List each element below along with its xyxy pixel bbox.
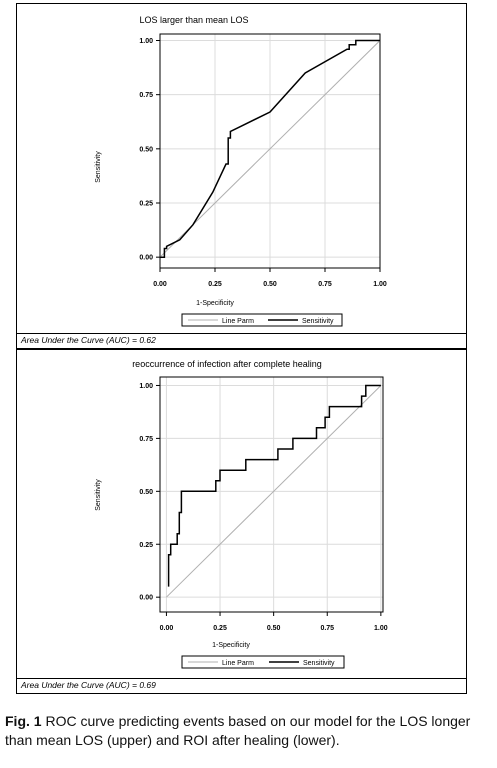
plot-area-frame xyxy=(159,376,384,613)
x-tick-label: 0.00 xyxy=(160,625,174,632)
chart-title: LOS larger than mean LOS xyxy=(139,15,248,25)
y-axis-label: Sensitivity xyxy=(95,151,102,183)
x-tick-label: 0.50 xyxy=(267,625,281,632)
y-tick-label: 0.75 xyxy=(139,92,153,99)
y-tick-label: 0.25 xyxy=(139,201,153,208)
y-tick-label: 0.50 xyxy=(139,146,153,153)
roc-curve-line xyxy=(160,39,380,258)
x-axis-label: 1-Specificity xyxy=(212,642,250,649)
chart-title: reoccurrence of infection after complete… xyxy=(132,359,322,369)
figure-caption-label: Fig. 1 xyxy=(5,713,42,729)
figure-caption-text: ROC curve predicting events based on our… xyxy=(5,713,471,748)
roc-curve-line xyxy=(167,384,381,587)
x-tick-label: 0.25 xyxy=(213,625,227,632)
reference-line xyxy=(160,40,380,258)
x-tick-label: 0.25 xyxy=(208,281,222,288)
y-tick-label: 1.00 xyxy=(139,383,153,390)
x-tick-label: 0.75 xyxy=(318,281,332,288)
legend-label: Sensitivity xyxy=(303,660,335,667)
roc-chart-los: LOS larger than mean LOS 0.00 0.00 0.25 0.25… xyxy=(95,15,387,327)
y-tick-label: 0.75 xyxy=(139,436,153,443)
y-tick-label: 0.50 xyxy=(139,489,153,496)
x-tick-label: 1.00 xyxy=(373,281,387,288)
legend-label: Sensitivity xyxy=(302,318,334,325)
auc-label-reinfection: Area Under the Curve (AUC) = 0.69 xyxy=(17,678,466,692)
roc-panel-los: LOS larger than mean LOS 0.00 0.00 0.25 0.25… xyxy=(16,3,467,349)
x-tick-label: 0.75 xyxy=(320,625,334,632)
roc-chart-reinfection: reoccurrence of infection after complete… xyxy=(95,359,388,669)
y-axis-label: Sensitivity xyxy=(95,479,102,511)
roc-panel-reinfection: reoccurrence of infection after complete… xyxy=(16,349,467,694)
legend-label: Line Parm xyxy=(222,318,254,325)
figure-caption: Fig. 1 ROC curve predicting events based… xyxy=(5,712,493,750)
y-tick-label: 0.25 xyxy=(139,542,153,549)
legend-box xyxy=(181,313,343,327)
x-tick-label: 1.00 xyxy=(374,625,388,632)
x-axis-label: 1-Specificity xyxy=(196,300,234,307)
legend-label: Line Parm xyxy=(222,660,254,667)
legend-box xyxy=(181,655,345,669)
y-tick-label: 0.00 xyxy=(139,255,153,262)
reference-line xyxy=(166,385,382,598)
y-tick-label: 1.00 xyxy=(139,38,153,45)
x-tick-label: 0.50 xyxy=(263,281,277,288)
y-tick-label: 0.00 xyxy=(139,595,153,602)
x-tick-label: 0.00 xyxy=(153,281,167,288)
auc-label-los: Area Under the Curve (AUC) = 0.62 xyxy=(17,333,466,347)
